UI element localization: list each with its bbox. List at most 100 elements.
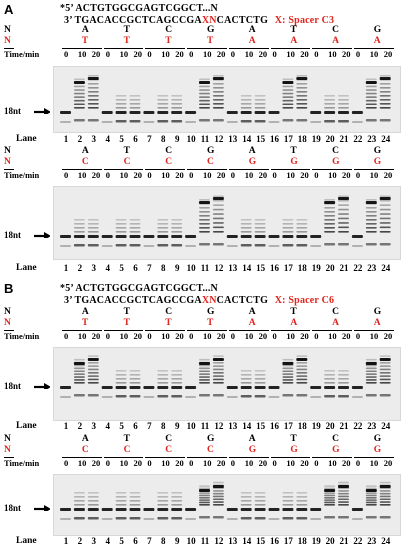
base-label: T	[290, 307, 297, 317]
gel-band	[212, 498, 224, 501]
lane-number: 19	[311, 421, 321, 431]
group-rule	[312, 457, 352, 458]
gel-band	[324, 489, 336, 492]
base-label: T	[290, 25, 297, 35]
group-rule	[312, 330, 352, 331]
gel-band	[157, 99, 169, 101]
lane-number: 6	[133, 134, 138, 144]
gel-band	[199, 243, 210, 246]
gel-band	[199, 207, 210, 209]
gel-band	[212, 368, 224, 371]
gel-band	[379, 492, 391, 495]
gel-band	[143, 518, 155, 520]
gel-band	[171, 370, 183, 372]
gel-band	[296, 227, 308, 229]
gel-band	[199, 376, 210, 378]
gel-band	[73, 78, 85, 81]
gel-band	[212, 197, 224, 200]
time-value: 20	[383, 458, 393, 468]
gel-band	[87, 394, 99, 397]
gel-band	[324, 120, 336, 123]
base-label: A	[248, 25, 256, 35]
group-rule	[353, 48, 394, 49]
time-value: 10	[286, 170, 295, 180]
gel-band	[157, 386, 169, 389]
lane-number: 12	[214, 263, 224, 273]
seq-bottom-pre: 3’ TGACACCGCTCAGCCGA	[64, 295, 202, 306]
gel-band	[171, 386, 183, 389]
lane-number: 18	[297, 421, 307, 431]
gel-band	[157, 231, 169, 233]
lane-number: 2	[77, 134, 83, 144]
marker-arrow-icon	[34, 505, 50, 511]
gel-band	[101, 235, 113, 238]
time-value: 0	[189, 458, 194, 468]
gel-band	[296, 99, 308, 101]
time-value: 20	[133, 170, 143, 180]
lane-number: 10	[186, 134, 196, 144]
time-value: 10	[119, 331, 129, 341]
gel-band	[282, 81, 294, 84]
gel-band	[157, 500, 169, 502]
gel-band	[73, 376, 85, 378]
gel-band	[212, 77, 224, 80]
gel-band	[365, 81, 377, 84]
base-label: G	[207, 307, 215, 317]
gel-band	[115, 370, 127, 372]
time-value: 20	[300, 458, 309, 468]
gel-band	[87, 492, 99, 494]
gel-band	[365, 219, 377, 221]
gel-band	[226, 518, 238, 520]
gel-band	[338, 386, 349, 389]
gel-band	[240, 120, 252, 123]
gel-band	[171, 500, 183, 502]
gel-band	[379, 226, 391, 229]
lane-label: Lane	[16, 263, 37, 273]
time-value: 20	[175, 170, 184, 180]
lane-number: 14	[242, 421, 252, 431]
time-value: 0	[64, 331, 69, 341]
base-label: A	[81, 25, 89, 35]
time-value: 20	[216, 331, 226, 341]
gel-band	[240, 227, 252, 229]
base-label-red: C	[165, 157, 173, 167]
group-rule	[103, 169, 144, 170]
gel-band	[296, 77, 308, 80]
gel-band	[324, 378, 336, 380]
gel-band	[171, 382, 183, 384]
time-value: 0	[105, 170, 110, 180]
gel-band	[73, 492, 85, 494]
gel-band	[296, 500, 308, 502]
time-value: 10	[244, 170, 254, 180]
gel-band	[73, 99, 85, 102]
gel-band	[379, 501, 391, 503]
gel-band	[73, 379, 85, 381]
lane-number: 8	[161, 263, 166, 273]
gel-band	[351, 518, 363, 520]
gel-band	[240, 95, 252, 97]
base-label: C	[332, 25, 339, 35]
gel-band	[282, 379, 294, 381]
base-label: C	[332, 307, 339, 317]
lane-number: 21	[339, 134, 349, 144]
gel-band	[73, 500, 85, 502]
base-label: A	[248, 307, 256, 317]
base-label: C	[165, 146, 173, 156]
gel-band	[254, 496, 266, 498]
gel-band	[379, 119, 391, 122]
base-label: G	[207, 146, 215, 156]
lane-number: 14	[242, 134, 252, 144]
time-value: 10	[369, 331, 379, 341]
lane-number: 16	[270, 421, 279, 431]
gel-band	[171, 244, 183, 247]
time-value: 0	[314, 49, 319, 59]
gel-band	[282, 517, 294, 520]
gel-band	[282, 89, 294, 91]
gel-band	[212, 222, 224, 224]
lane-number: 22	[353, 134, 363, 144]
gel-band	[171, 120, 183, 123]
gel-band	[185, 396, 197, 398]
gel-band	[199, 78, 210, 81]
gel-band	[296, 231, 308, 233]
seq-bottom-xn: XN	[201, 15, 217, 26]
